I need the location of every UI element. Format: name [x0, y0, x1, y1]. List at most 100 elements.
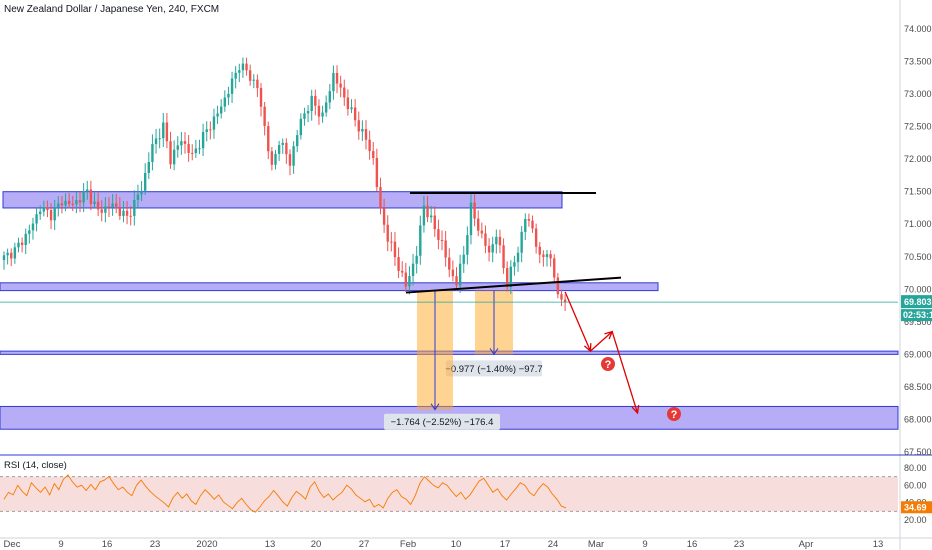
candle-body [158, 138, 161, 140]
candle-body [419, 225, 422, 256]
rsi-band [0, 476, 898, 512]
candle-body [346, 97, 350, 110]
candle-body [361, 129, 364, 132]
candle-body [67, 200, 71, 204]
candle-body [505, 268, 509, 287]
candle-body [390, 241, 393, 243]
time-tick-label: 10 [451, 539, 462, 550]
candle-body [259, 87, 263, 107]
candle-body [151, 144, 154, 163]
candle-body [534, 228, 538, 247]
candle-body [140, 190, 143, 195]
candle-body [458, 263, 462, 286]
candle-body [24, 233, 27, 246]
candle-body [227, 93, 230, 98]
candle-body [187, 143, 190, 153]
candle-body [299, 118, 303, 136]
candle-body [220, 106, 223, 114]
candle-body [169, 141, 172, 165]
candle-body [129, 215, 132, 217]
time-tick-label: Mar [588, 539, 604, 550]
candle-body [100, 209, 103, 213]
time-tick-label: 13 [873, 539, 884, 550]
candle-body [350, 107, 353, 110]
candle-body [162, 122, 165, 139]
rsi-line [3, 474, 567, 513]
candle-body [60, 203, 64, 206]
candle-body [263, 106, 266, 127]
candle-body [357, 120, 360, 132]
candle-body [96, 201, 100, 210]
candle-body [393, 241, 397, 258]
candle-body [469, 202, 473, 236]
time-tick-label: 17 [500, 539, 511, 550]
candle-body [75, 200, 78, 205]
candle-body [281, 142, 284, 145]
candle-body [408, 275, 411, 287]
price-tick-label: 69.000 [904, 349, 932, 359]
candle-body [285, 142, 288, 155]
support-resistance-zone [0, 282, 659, 292]
candle-body [147, 162, 150, 173]
candle-body [241, 63, 245, 71]
last-price-tag [901, 295, 932, 309]
price-tick-label: 74.000 [904, 24, 932, 34]
candle-body [292, 146, 295, 166]
candle-body [201, 132, 205, 149]
projection-segment [564, 291, 592, 352]
candle-body [296, 135, 299, 147]
candle-body [364, 129, 368, 140]
candle-body [498, 236, 502, 246]
time-tick-label: 23 [734, 539, 745, 550]
measure-label: −1.764 (−2.52%) −176.4 [391, 417, 494, 428]
candle-body [216, 113, 219, 117]
candle-body [433, 215, 436, 230]
candle-body [332, 72, 335, 92]
candle-body [314, 95, 317, 106]
candle-body [477, 218, 480, 231]
candle-body [560, 294, 563, 300]
rsi-tick-label: 20.00 [904, 515, 927, 525]
candle-body [509, 266, 512, 287]
price-tick-label: 73.000 [904, 89, 932, 99]
candle-body [520, 231, 523, 253]
projection-segment [611, 331, 639, 414]
time-tick-label: 23 [150, 539, 161, 550]
candle-body [343, 87, 346, 98]
candle-body [274, 153, 277, 165]
candle-body [198, 148, 201, 150]
candle-body [230, 78, 234, 94]
candle-body [397, 257, 400, 271]
candle-body [89, 189, 93, 204]
price-tick-label: 70.000 [904, 284, 932, 294]
candle-body [223, 97, 227, 107]
candle-body [35, 214, 38, 224]
candle-body [10, 252, 13, 259]
candle-body [455, 276, 458, 286]
candle-body [13, 247, 17, 259]
rsi-tick-label: 60.00 [904, 480, 927, 490]
candle-body [248, 70, 252, 81]
chart-title: New Zealand Dollar / Japanese Yen, 240, … [4, 4, 220, 15]
candle-body [64, 200, 67, 206]
candle-body [111, 203, 114, 208]
candle-body [542, 254, 545, 257]
candle-body [53, 207, 56, 221]
rsi-value: 34.69 [904, 502, 927, 512]
candle-body [563, 299, 567, 303]
candle-body [57, 203, 60, 208]
candle-body [17, 242, 20, 248]
candle-body [122, 210, 125, 216]
candle-body [212, 116, 216, 130]
measure-arrow-head [489, 348, 499, 356]
time-tick-label: 24 [548, 539, 559, 550]
candle-body [245, 63, 248, 71]
candle-body [143, 172, 147, 191]
candle-body [549, 254, 552, 259]
candle-body [487, 245, 491, 253]
time-tick-label: 20 [311, 539, 322, 550]
candle-body [205, 129, 208, 133]
question-icon [667, 407, 681, 421]
candle-body [448, 257, 451, 270]
